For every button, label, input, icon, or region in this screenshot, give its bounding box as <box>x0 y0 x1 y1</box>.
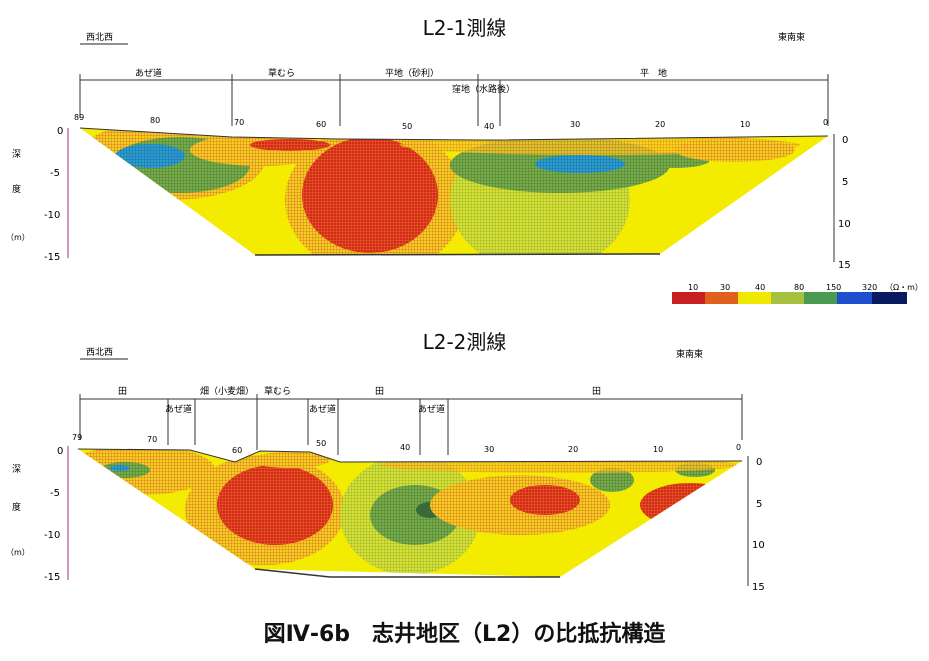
top-tick: 10 <box>740 120 750 129</box>
legend-swatch <box>771 292 804 304</box>
segment-label: あぜ道 <box>135 67 162 79</box>
top-tick: 80 <box>150 116 160 125</box>
top-tick: 89 <box>74 113 84 122</box>
depth-label: 深 <box>12 464 21 475</box>
profile-1-title: L2-1測線 <box>422 16 507 40</box>
legend-swatch <box>705 292 738 304</box>
profile-2-title: L2-2測線 <box>422 330 507 354</box>
segment-label: 平地（砂利） <box>385 67 439 79</box>
depth-tick: 0 <box>57 126 63 137</box>
depth-tick: -10 <box>44 530 60 541</box>
legend-tick: 80 <box>794 283 804 292</box>
top-tick: 30 <box>484 445 494 454</box>
top-tick: 40 <box>484 122 494 131</box>
legend-tick: 10 <box>688 283 698 292</box>
direction-right-2: 東南東 <box>676 348 703 360</box>
legend-swatch <box>804 292 837 304</box>
top-tick: 60 <box>316 120 326 129</box>
segment-label: 田 <box>375 386 384 397</box>
path-label: あぜ道 <box>165 403 192 415</box>
legend-tick: 30 <box>720 283 730 292</box>
profile-2: 西北西 東南東 田 畑（小麦畑） 草むら 田 田 あぜ道 あぜ道 あぜ道 79 … <box>6 347 765 593</box>
legend-swatch <box>738 292 771 304</box>
depth-tick: -15 <box>44 572 60 583</box>
depth-label: 深 <box>12 149 21 160</box>
segment-label: 草むら <box>268 67 295 79</box>
path-label: あぜ道 <box>418 403 445 415</box>
depth-tick: 0 <box>842 135 848 146</box>
top-tick: 20 <box>568 445 578 454</box>
figure-caption: 図Ⅳ-6b 志井地区（L2）の比抵抗構造 <box>263 622 666 647</box>
top-tick: 0 <box>823 118 828 127</box>
depth-tick: -10 <box>44 210 60 221</box>
top-tick: 20 <box>655 120 665 129</box>
segment-sub-label: 窪地（水路後） <box>452 83 515 95</box>
legend-swatch <box>837 292 872 304</box>
depth-tick: -5 <box>50 168 60 179</box>
depth-label: （m） <box>6 233 30 242</box>
legend-tick: 40 <box>755 283 765 292</box>
resistivity-legend: 10 30 40 80 150 320 （Ω・m） <box>672 283 923 304</box>
resistivity-section-1 <box>80 128 828 255</box>
depth-tick: 10 <box>838 219 851 230</box>
resistivity-section-2 <box>78 449 742 577</box>
direction-right-1: 東南東 <box>778 31 805 43</box>
legend-swatch <box>872 292 907 304</box>
path-label: あぜ道 <box>309 403 336 415</box>
top-tick: 50 <box>316 439 326 448</box>
depth-tick: 15 <box>838 260 851 271</box>
top-tick: 10 <box>653 445 663 454</box>
top-tick: 60 <box>232 446 242 455</box>
depth-tick: 0 <box>756 457 762 468</box>
segment-label: 田 <box>592 386 601 397</box>
legend-unit: （Ω・m） <box>885 283 923 292</box>
top-tick: 0 <box>736 443 741 452</box>
profile-1: 西北西 東南東 あぜ道 草むら 平地（砂利） 平 地 窪地（水路後） 89 80… <box>6 31 923 304</box>
top-tick: 40 <box>400 443 410 452</box>
top-tick: 70 <box>234 118 244 127</box>
segment-label: 畑（小麦畑） <box>200 385 254 397</box>
depth-tick: 5 <box>842 177 848 188</box>
top-tick: 30 <box>570 120 580 129</box>
top-tick: 79 <box>72 433 82 442</box>
segment-label: 田 <box>118 386 127 397</box>
depth-label: 度 <box>12 183 21 195</box>
depth-tick: -5 <box>50 488 60 499</box>
segment-label: 平 地 <box>640 67 667 79</box>
legend-swatch <box>672 292 705 304</box>
segment-label: 草むら <box>264 385 291 397</box>
depth-label: （m） <box>6 548 30 557</box>
direction-left-2: 西北西 <box>86 347 113 358</box>
depth-tick: 5 <box>756 499 762 510</box>
depth-label: 度 <box>12 501 21 513</box>
top-tick: 70 <box>147 435 157 444</box>
depth-tick: -15 <box>44 252 60 263</box>
depth-tick: 0 <box>57 446 63 457</box>
depth-tick: 10 <box>752 540 765 551</box>
direction-left-1: 西北西 <box>86 32 113 43</box>
depth-tick: 15 <box>752 582 765 593</box>
top-tick: 50 <box>402 122 412 131</box>
legend-tick: 150 <box>826 283 841 292</box>
legend-tick: 320 <box>862 283 877 292</box>
